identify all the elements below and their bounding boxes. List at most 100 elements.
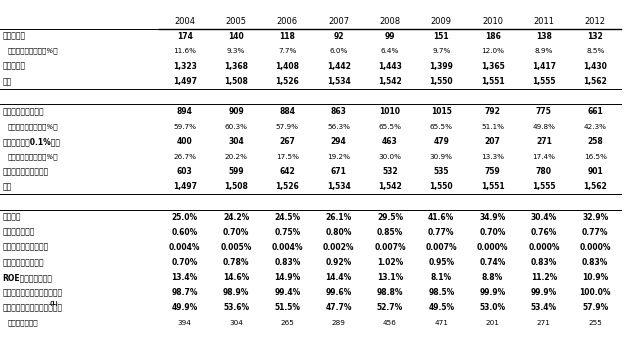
Text: 0.95%: 0.95% (428, 258, 454, 267)
Text: 16.5%: 16.5% (583, 154, 607, 160)
Text: 0.78%: 0.78% (223, 258, 250, 267)
Text: 自社株買い非実施企業: 自社株買い非実施企業 (2, 167, 49, 176)
Text: 2011: 2011 (534, 17, 554, 26)
Text: 26.7%: 26.7% (173, 154, 197, 160)
Text: 13.4%: 13.4% (172, 273, 198, 282)
Text: 0.60%: 0.60% (172, 228, 198, 237)
Text: (1): (1) (49, 301, 58, 306)
Text: 2008: 2008 (379, 17, 401, 26)
Text: 51.5%: 51.5% (275, 303, 300, 312)
Text: 59.7%: 59.7% (173, 124, 197, 130)
Text: 0.77%: 0.77% (582, 228, 608, 237)
Text: 合計: 合計 (2, 77, 12, 86)
Text: 53.6%: 53.6% (223, 303, 249, 312)
Text: 2004: 2004 (174, 17, 195, 26)
Text: 642: 642 (280, 167, 295, 176)
Text: 20.2%: 20.2% (225, 154, 248, 160)
Text: 1,562: 1,562 (583, 182, 607, 191)
Text: 1,368: 1,368 (224, 62, 248, 71)
Text: 13.1%: 13.1% (377, 273, 403, 282)
Text: 2010: 2010 (482, 17, 503, 26)
Text: 456: 456 (383, 320, 397, 326)
Text: 775: 775 (536, 107, 552, 116)
Text: 11.6%: 11.6% (173, 48, 197, 54)
Text: 98.9%: 98.9% (223, 288, 249, 297)
Text: 1,417: 1,417 (532, 62, 556, 71)
Text: 57.9%: 57.9% (276, 124, 299, 130)
Text: 0.83%: 0.83% (582, 258, 608, 267)
Text: 0.83%: 0.83% (531, 258, 557, 267)
Text: 1,526: 1,526 (276, 182, 300, 191)
Text: 0.70%: 0.70% (172, 258, 198, 267)
Text: 9.3%: 9.3% (227, 48, 245, 54)
Text: 合計: 合計 (2, 182, 12, 191)
Text: 2009: 2009 (431, 17, 452, 26)
Text: 1015: 1015 (431, 107, 452, 116)
Text: 10.9%: 10.9% (582, 273, 608, 282)
Text: 294: 294 (331, 137, 346, 146)
Text: 0.000%: 0.000% (528, 243, 560, 252)
Text: 1,555: 1,555 (532, 77, 555, 86)
Text: （全体に占める割合%）: （全体に占める割合%） (7, 123, 58, 130)
Text: 0.004%: 0.004% (169, 243, 200, 252)
Text: （全体に占める割合%）: （全体に占める割合%） (7, 48, 58, 55)
Text: 1,497: 1,497 (173, 77, 197, 86)
Text: 894: 894 (177, 107, 193, 116)
Text: 100.0%: 100.0% (580, 288, 611, 297)
Text: （サンプル数）: （サンプル数） (7, 319, 38, 326)
Text: 265: 265 (280, 320, 295, 326)
Text: 661: 661 (587, 107, 603, 116)
Text: 258: 258 (587, 137, 603, 146)
Text: 1,526: 1,526 (276, 77, 300, 86)
Text: 49.8%: 49.8% (532, 124, 555, 130)
Text: 1,542: 1,542 (378, 182, 402, 191)
Text: 0.000%: 0.000% (580, 243, 611, 252)
Text: 0.77%: 0.77% (428, 228, 454, 237)
Text: 11.2%: 11.2% (531, 273, 557, 282)
Text: 207: 207 (485, 137, 500, 146)
Text: 42.3%: 42.3% (583, 124, 607, 130)
Text: 0.007%: 0.007% (374, 243, 406, 252)
Text: 0.007%: 0.007% (426, 243, 457, 252)
Text: 603: 603 (177, 167, 193, 176)
Text: 12.0%: 12.0% (481, 48, 504, 54)
Text: 47.7%: 47.7% (326, 303, 352, 312)
Text: 無配企業数: 無配企業数 (2, 32, 26, 40)
Text: 271: 271 (537, 320, 551, 326)
Text: 1,365: 1,365 (480, 62, 504, 71)
Text: 479: 479 (434, 137, 449, 146)
Text: 30.0%: 30.0% (379, 154, 401, 160)
Text: 1,408: 1,408 (275, 62, 300, 71)
Text: 65.5%: 65.5% (430, 124, 453, 130)
Text: ペイアウトのうちの配当割合: ペイアウトのうちの配当割合 (2, 288, 62, 297)
Text: 863: 863 (331, 107, 346, 116)
Text: 53.0%: 53.0% (480, 303, 505, 312)
Text: 自社株買い実施企業: 自社株買い実施企業 (2, 107, 44, 116)
Text: 17.4%: 17.4% (532, 154, 555, 160)
Text: 132: 132 (587, 32, 603, 40)
Text: 65.5%: 65.5% (379, 124, 401, 130)
Text: 118: 118 (280, 32, 295, 40)
Text: 1,555: 1,555 (532, 182, 555, 191)
Text: 304: 304 (229, 320, 243, 326)
Text: 151: 151 (434, 32, 449, 40)
Text: 32.9%: 32.9% (582, 213, 608, 222)
Text: 98.7%: 98.7% (172, 288, 198, 297)
Text: 25.0%: 25.0% (172, 213, 198, 222)
Text: 267: 267 (280, 137, 295, 146)
Text: 13.3%: 13.3% (481, 154, 504, 160)
Text: 0.75%: 0.75% (275, 228, 301, 237)
Text: 17.5%: 17.5% (276, 154, 299, 160)
Text: 2005: 2005 (226, 17, 246, 26)
Text: 0.005%: 0.005% (220, 243, 251, 252)
Text: 1,442: 1,442 (327, 62, 351, 71)
Text: 0.70%: 0.70% (223, 228, 249, 237)
Text: 1,508: 1,508 (224, 182, 248, 191)
Text: 532: 532 (382, 167, 398, 176)
Text: 7.7%: 7.7% (278, 48, 296, 54)
Text: 6.0%: 6.0% (329, 48, 348, 54)
Text: 2006: 2006 (277, 17, 298, 26)
Text: 0.85%: 0.85% (377, 228, 403, 237)
Text: 174: 174 (177, 32, 193, 40)
Text: 1,534: 1,534 (327, 77, 351, 86)
